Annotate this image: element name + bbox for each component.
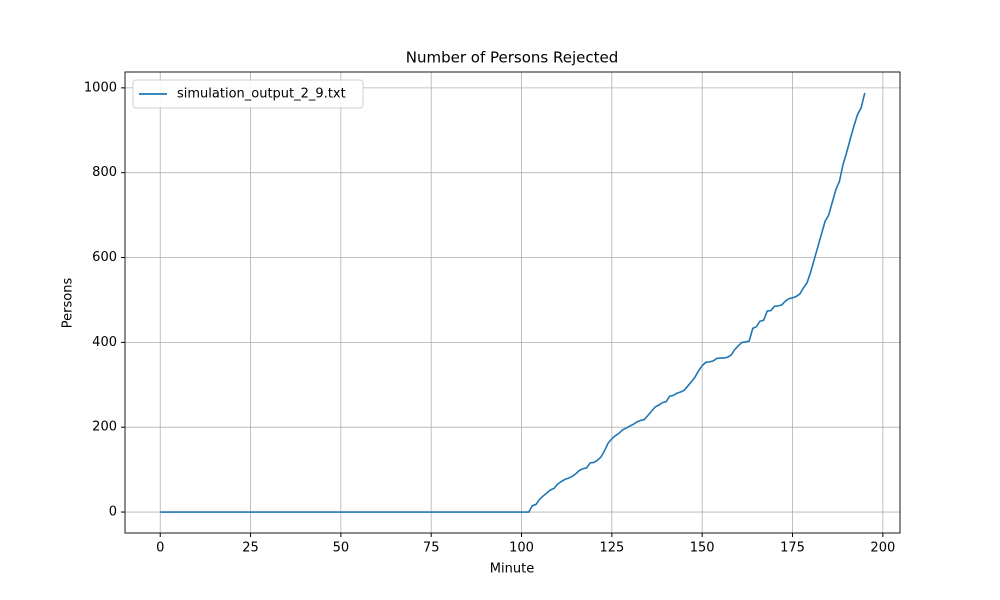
- x-tick-label: 150: [690, 541, 715, 556]
- y-tick-label: 600: [92, 250, 117, 265]
- x-tick-label: 75: [423, 541, 440, 556]
- line: [160, 92, 866, 513]
- y-tick-label: 800: [92, 165, 117, 180]
- y-tick-label: 200: [92, 420, 117, 435]
- x-tick-label: 0: [156, 541, 164, 556]
- y-tick-label: 1000: [84, 80, 117, 95]
- chart-title: Number of Persons Rejected: [406, 49, 619, 67]
- legend-box: [132, 79, 364, 109]
- y-axis-label: Persons: [61, 278, 76, 329]
- x-tick-label: 100: [509, 541, 534, 556]
- x-tick-label: 25: [242, 541, 259, 556]
- legend-label: simulation_output_2_9.txt: [177, 87, 346, 102]
- y-tick-label: 0: [109, 505, 117, 520]
- x-axis-label: Minute: [490, 562, 534, 577]
- x-tick-label: 200: [870, 541, 895, 556]
- x-tick-label: 50: [333, 541, 350, 556]
- x-tick-label: 125: [599, 541, 624, 556]
- plot-frame: [124, 71, 901, 534]
- x-tick-label: 175: [780, 541, 805, 556]
- y-tick-label: 400: [92, 335, 117, 350]
